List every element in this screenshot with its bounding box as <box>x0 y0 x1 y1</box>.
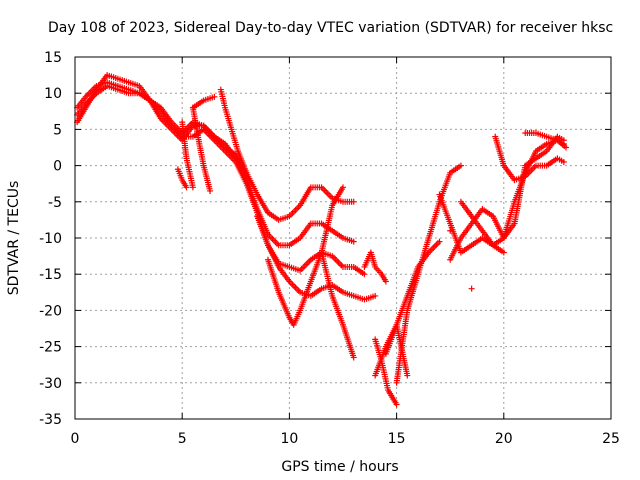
data-marks <box>74 72 569 408</box>
data-point <box>350 354 357 361</box>
grid-layer <box>75 57 611 419</box>
y-tick-label: 5 <box>53 122 62 138</box>
y-tick-label: 0 <box>53 159 62 175</box>
data-point <box>404 372 411 379</box>
y-tick-label: 15 <box>44 50 62 66</box>
y-tick-label: -15 <box>39 267 62 283</box>
data-point <box>468 285 475 292</box>
x-tick-label: 15 <box>388 431 406 447</box>
data-point <box>560 137 567 144</box>
axis-ticks: 0 5 10 15 20 25 15 10 5 0 -5 -10 -15 -20 -25 -30 -35 <box>39 50 620 447</box>
y-axis-label: SDTVAR / TECUs <box>6 181 22 296</box>
data-point <box>350 238 357 245</box>
x-tick-label: 10 <box>280 431 298 447</box>
data-point <box>189 184 196 191</box>
data-point <box>436 238 443 245</box>
data-point <box>372 292 379 299</box>
data-point <box>361 271 368 278</box>
chart-title: Day 108 of 2023, Sidereal Day-to-day VTE… <box>48 20 613 36</box>
y-tick-label: -30 <box>39 376 62 392</box>
data-point <box>457 162 464 169</box>
data-point <box>340 184 346 191</box>
data-point <box>207 187 214 194</box>
x-tick-label: 0 <box>71 431 80 447</box>
y-tick-label: -35 <box>39 412 62 428</box>
x-axis-label: GPS time / hours <box>281 459 398 475</box>
data-point <box>560 158 567 165</box>
data-point <box>183 184 190 191</box>
y-tick-label: -20 <box>39 303 62 319</box>
y-tick-label: -5 <box>48 195 62 211</box>
x-tick-label: 25 <box>602 431 620 447</box>
data-point <box>243 169 250 176</box>
data-point <box>211 93 218 100</box>
data-point <box>447 227 454 234</box>
data-point <box>393 401 400 408</box>
data-point <box>500 249 507 256</box>
x-tick-label: 20 <box>495 431 513 447</box>
y-tick-label: -25 <box>39 340 62 356</box>
y-tick-label: -10 <box>39 231 62 247</box>
data-point <box>382 278 389 285</box>
data-point <box>350 198 357 205</box>
x-tick-label: 5 <box>178 431 187 447</box>
data-point <box>562 144 569 151</box>
y-tick-label: 10 <box>44 86 62 102</box>
